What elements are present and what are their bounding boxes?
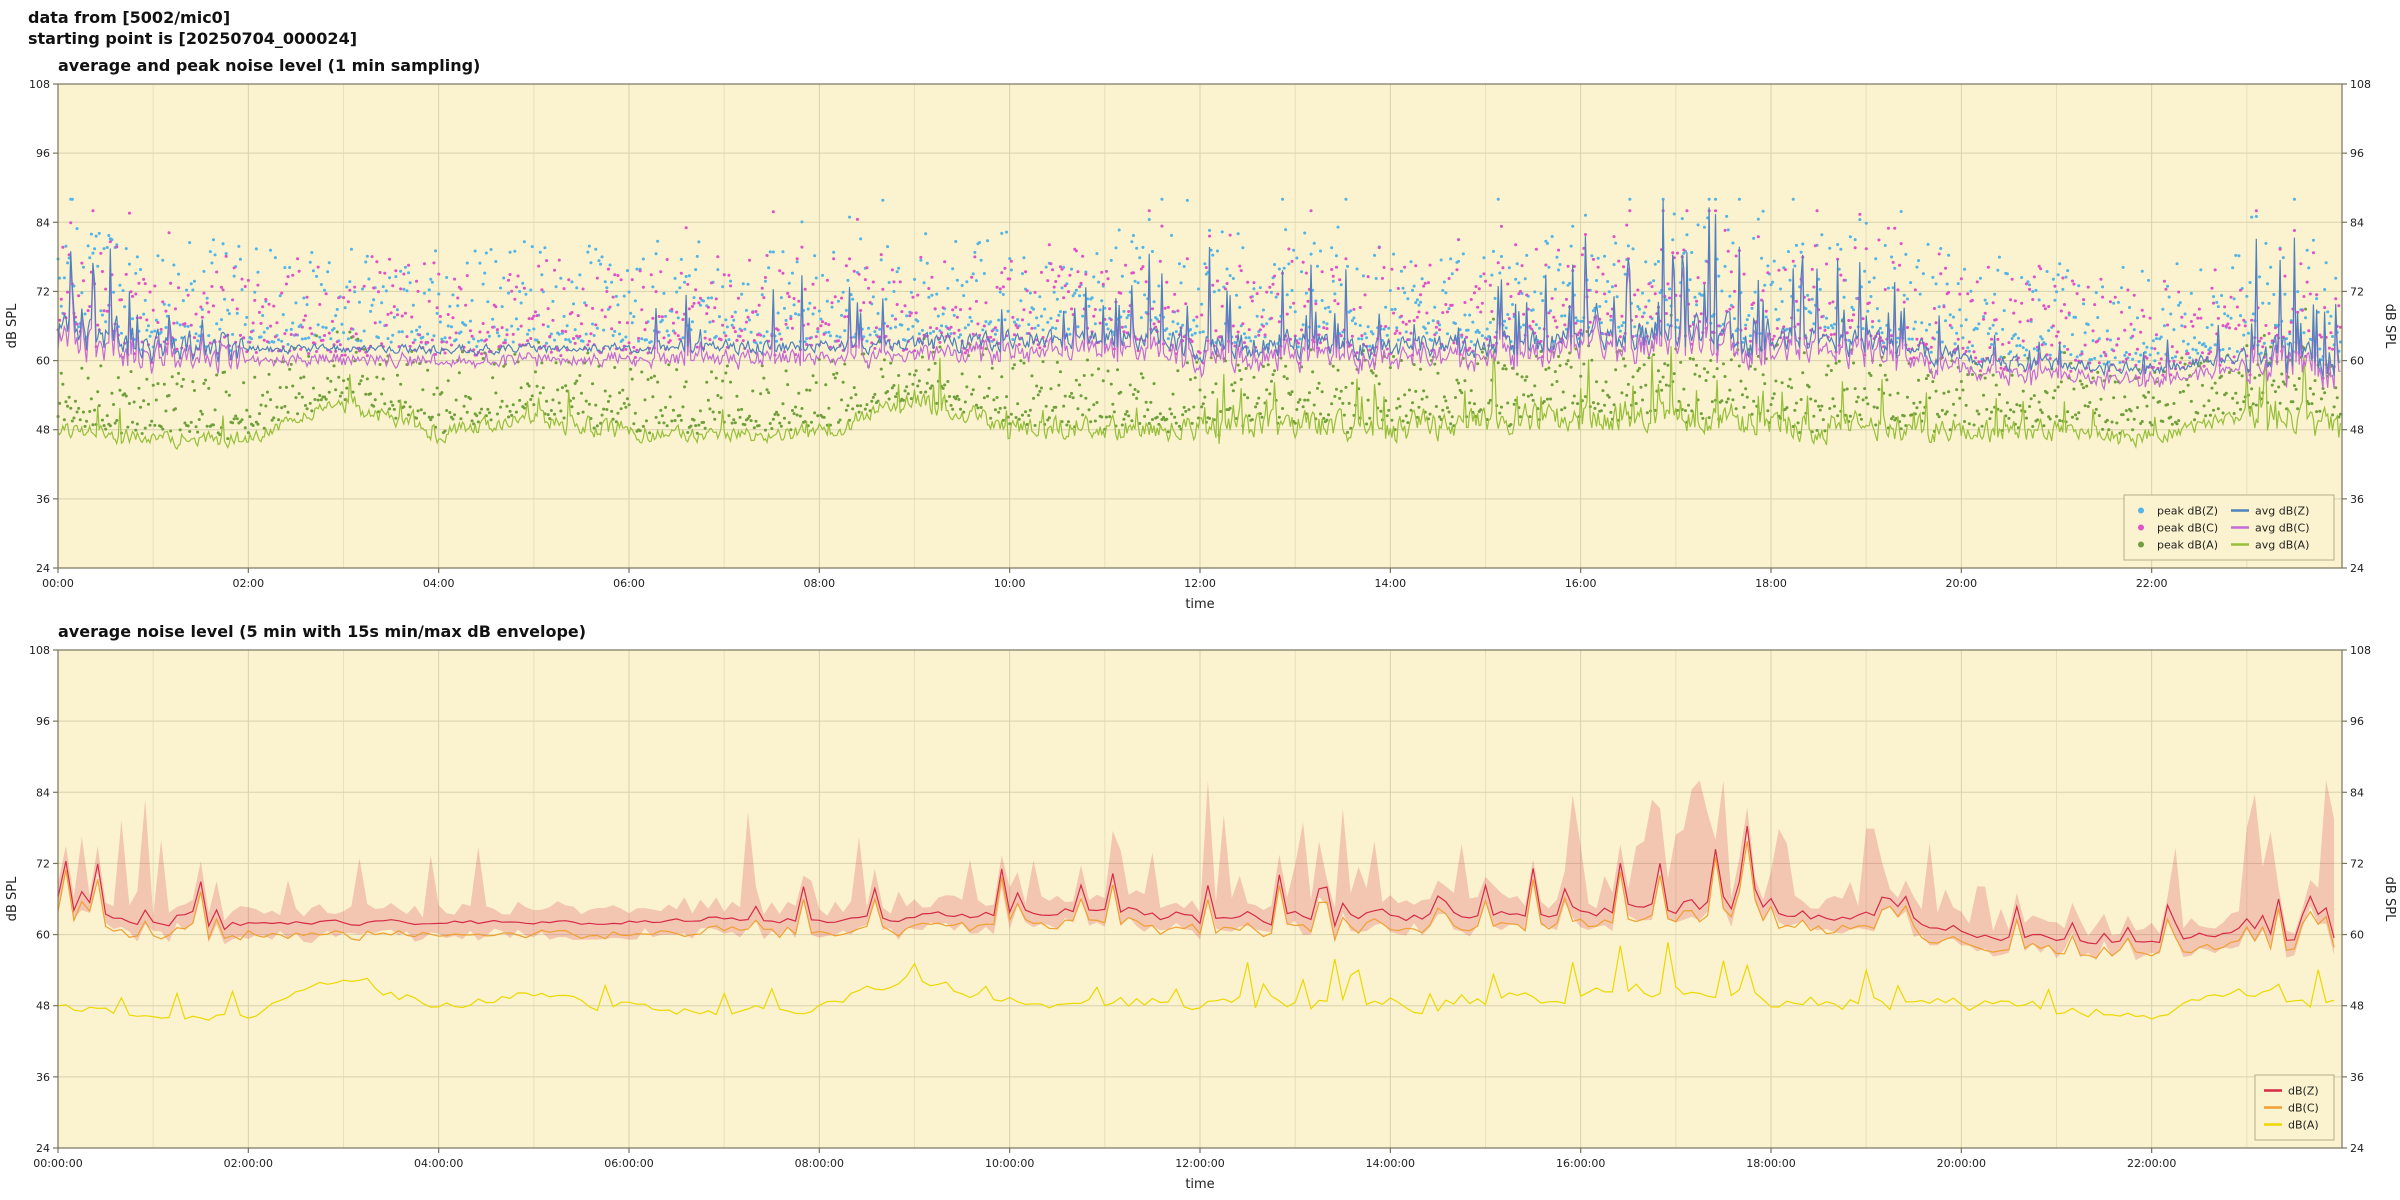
legend-label: peak dB(Z): [2157, 504, 2218, 517]
xlabel: time: [1185, 1177, 1214, 1192]
svg-text:60: 60: [2350, 928, 2364, 941]
svg-text:108: 108: [29, 644, 50, 657]
svg-text:48: 48: [2350, 423, 2364, 436]
series-avg dB(A): [57, 345, 2341, 450]
legend-label: avg dB(C): [2255, 521, 2310, 534]
envelope-dB(Z): [58, 779, 2335, 960]
chart-1: average and peak noise level (1 min samp…: [0, 56, 2400, 616]
chart-2: average noise level (5 min with 15s min/…: [0, 622, 2400, 1198]
svg-text:60: 60: [36, 354, 50, 367]
svg-text:84: 84: [36, 786, 50, 799]
svg-text:36: 36: [36, 1070, 50, 1083]
svg-text:06:00:00: 06:00:00: [604, 1157, 653, 1170]
svg-text:48: 48: [2350, 999, 2364, 1012]
svg-text:72: 72: [2350, 857, 2364, 870]
svg-text:20:00:00: 20:00:00: [1937, 1157, 1986, 1170]
svg-text:108: 108: [2350, 78, 2371, 91]
header-block: data from [5002/mic0] starting point is …: [0, 0, 2400, 50]
svg-text:24: 24: [36, 562, 50, 575]
svg-text:04:00:00: 04:00:00: [414, 1157, 463, 1170]
data-source-label: data from [5002/mic0]: [28, 8, 231, 27]
svg-text:108: 108: [29, 78, 50, 91]
svg-text:08:00: 08:00: [803, 577, 835, 590]
axes: 24 24 36 36 48 48 60 60 72 72 84 84 96 96 108 108 00:00 0…: [5, 78, 2397, 612]
svg-text:96: 96: [36, 715, 50, 728]
svg-text:36: 36: [2350, 1070, 2364, 1083]
svg-text:108: 108: [2350, 644, 2371, 657]
legend: peak dB(Z) peak dB(C) peak dB(A) avg dB(Z) a…: [2123, 494, 2335, 561]
legend-label: dB(Z): [2288, 1084, 2319, 1097]
legend-label: peak dB(C): [2157, 521, 2218, 534]
ylabel-left: dB SPL: [5, 303, 20, 348]
svg-text:00:00: 00:00: [42, 577, 74, 590]
chart-1-canvas: 24 24 36 36 48 48 60 60 72 72 84 84 96 96 108 108 00:00 0…: [5, 78, 2397, 612]
legend-label: avg dB(A): [2255, 538, 2309, 551]
svg-text:84: 84: [36, 216, 50, 229]
legend-label: dB(C): [2288, 1101, 2319, 1114]
legend-label: dB(A): [2288, 1118, 2319, 1131]
svg-text:16:00: 16:00: [1565, 577, 1597, 590]
svg-text:84: 84: [2350, 216, 2364, 229]
svg-text:22:00: 22:00: [2136, 577, 2168, 590]
svg-text:10:00: 10:00: [994, 577, 1026, 590]
legend-label: peak dB(A): [2157, 538, 2218, 551]
ylabel-right: dB SPL: [2382, 303, 2397, 348]
svg-text:36: 36: [2350, 492, 2364, 505]
ylabel-left: dB SPL: [5, 876, 20, 921]
ylabel-right: dB SPL: [2382, 876, 2397, 921]
svg-text:96: 96: [2350, 715, 2364, 728]
svg-text:24: 24: [36, 1142, 50, 1155]
svg-text:18:00: 18:00: [1755, 577, 1787, 590]
svg-text:00:00:00: 00:00:00: [33, 1157, 82, 1170]
svg-text:48: 48: [36, 999, 50, 1012]
chart-2-canvas: 24 24 36 36 48 48 60 60 72 72 84 84 96 96 108 108 00:00:…: [5, 644, 2397, 1192]
svg-text:96: 96: [36, 147, 50, 160]
svg-text:18:00:00: 18:00:00: [1746, 1157, 1795, 1170]
chart-2-title: average noise level (5 min with 15s min/…: [58, 621, 587, 641]
svg-text:04:00: 04:00: [423, 577, 455, 590]
series-avg dB(C): [57, 209, 2341, 391]
svg-text:36: 36: [36, 492, 50, 505]
svg-text:16:00:00: 16:00:00: [1556, 1157, 1605, 1170]
svg-text:10:00:00: 10:00:00: [985, 1157, 1034, 1170]
svg-text:08:00:00: 08:00:00: [795, 1157, 844, 1170]
svg-text:14:00: 14:00: [1374, 577, 1406, 590]
svg-text:72: 72: [36, 857, 50, 870]
start-time-label: starting point is [20250704_000024]: [28, 28, 358, 48]
series-dB(Z): [57, 825, 2335, 945]
svg-text:14:00:00: 14:00:00: [1366, 1157, 1415, 1170]
axes: 24 24 36 36 48 48 60 60 72 72 84 84 96 96 108 108 00:00:…: [5, 644, 2397, 1192]
series-group: [56, 197, 2342, 450]
svg-text:12:00:00: 12:00:00: [1175, 1157, 1224, 1170]
svg-text:48: 48: [36, 423, 50, 436]
svg-text:72: 72: [2350, 285, 2364, 298]
series-dB(A): [57, 941, 2335, 1021]
svg-text:60: 60: [36, 928, 50, 941]
chart-1-title: average and peak noise level (1 min samp…: [58, 55, 481, 75]
svg-text:22:00:00: 22:00:00: [2127, 1157, 2176, 1170]
svg-text:24: 24: [2350, 1142, 2364, 1155]
svg-text:72: 72: [36, 285, 50, 298]
legend: dB(Z) dB(C) dB(A): [2254, 1074, 2335, 1141]
svg-text:06:00: 06:00: [613, 577, 645, 590]
svg-text:24: 24: [2350, 562, 2364, 575]
series-dB(C): [57, 840, 2335, 959]
xlabel: time: [1185, 597, 1214, 612]
svg-text:96: 96: [2350, 147, 2364, 160]
series-group: [57, 779, 2335, 1021]
svg-text:60: 60: [2350, 354, 2364, 367]
series-avg dB(Z): [57, 199, 2341, 377]
legend-label: avg dB(Z): [2255, 504, 2309, 517]
svg-text:02:00:00: 02:00:00: [224, 1157, 273, 1170]
svg-text:02:00: 02:00: [232, 577, 264, 590]
svg-text:12:00: 12:00: [1184, 577, 1216, 590]
svg-text:20:00: 20:00: [1945, 577, 1977, 590]
svg-text:84: 84: [2350, 786, 2364, 799]
